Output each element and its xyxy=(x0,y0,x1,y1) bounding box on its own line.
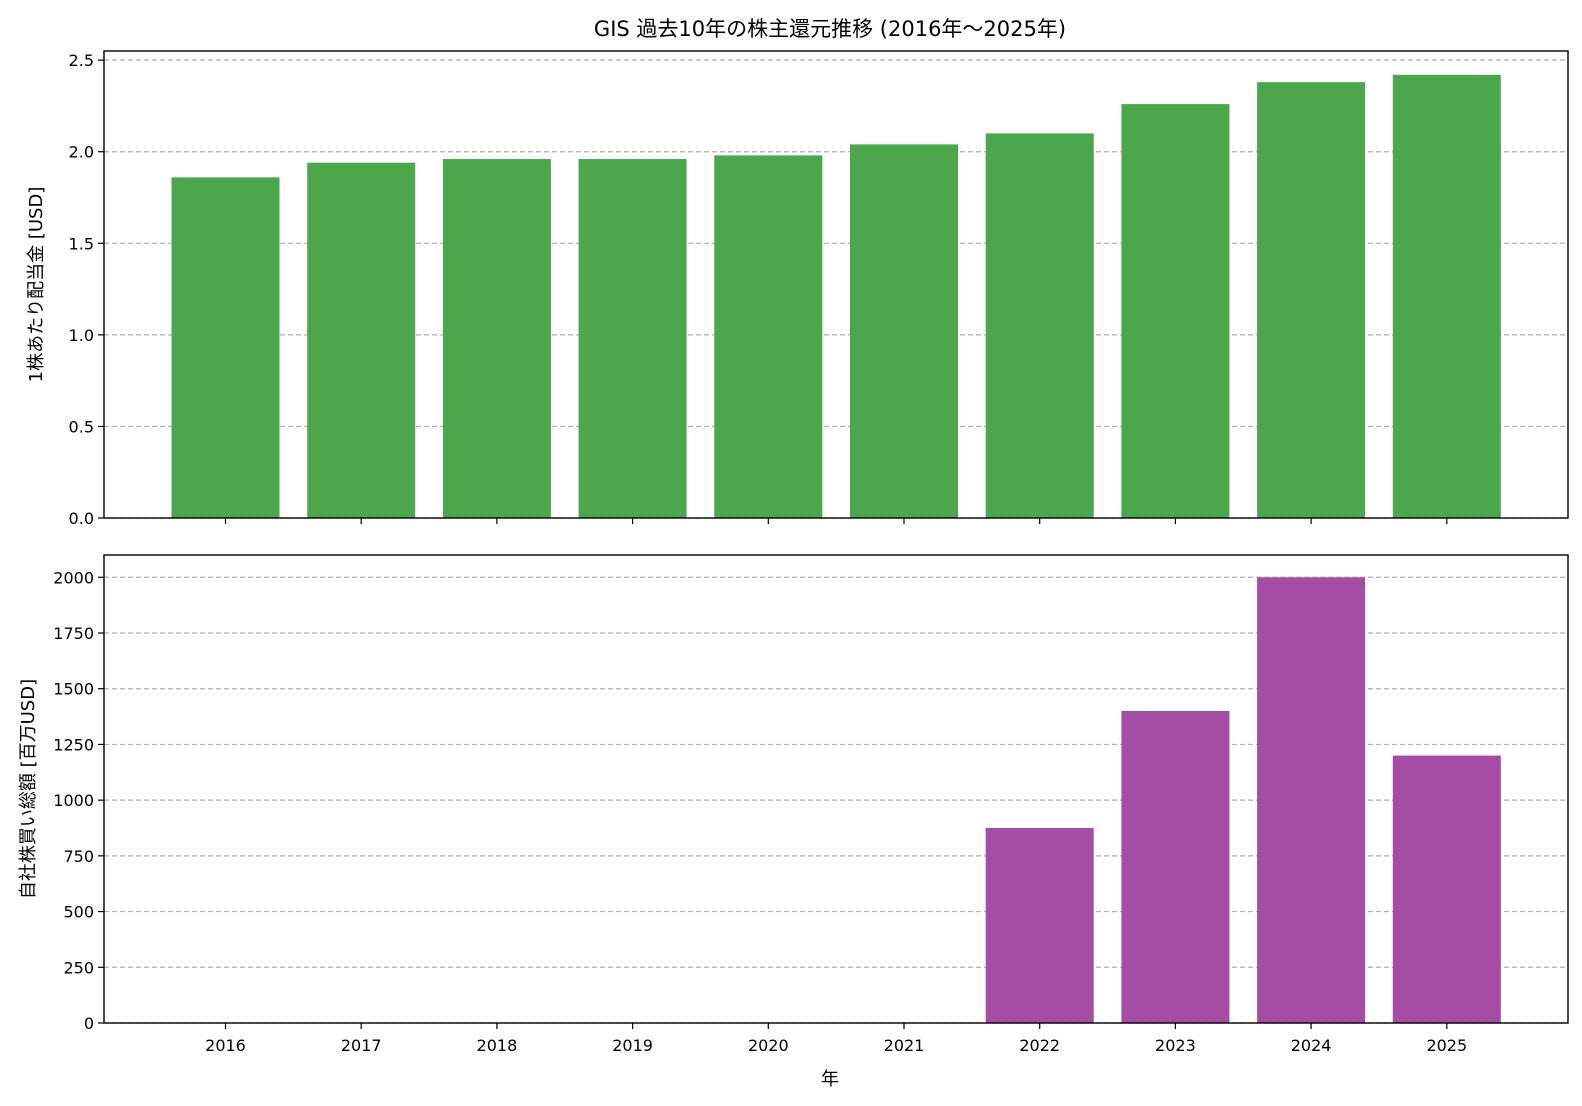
buyback-ytick-label: 2000 xyxy=(53,568,94,587)
dividend-ytick-label: 2.0 xyxy=(69,143,94,162)
xtick-label-2018: 2018 xyxy=(477,1036,518,1055)
xtick-label-2023: 2023 xyxy=(1155,1036,1196,1055)
chart-title: GIS 過去10年の株主還元推移 (2016年～2025年) xyxy=(594,17,1066,41)
buyback-ytick-label: 750 xyxy=(63,847,94,866)
xtick-label-2017: 2017 xyxy=(341,1036,382,1055)
buyback-ytick-label: 1750 xyxy=(53,624,94,643)
buyback-ytick-label: 1000 xyxy=(53,791,94,810)
dividend-bar-2017 xyxy=(307,162,416,518)
dividend-y-axis-label: 1株あたり配当金 [USD] xyxy=(26,187,47,383)
buyback-ytick-label: 250 xyxy=(63,958,94,977)
buyback-bar-2022 xyxy=(985,828,1094,1023)
xtick-label-2025: 2025 xyxy=(1426,1036,1467,1055)
buyback-bar-2023 xyxy=(1121,711,1230,1023)
dividend-bar-2019 xyxy=(578,159,687,519)
dividend-bar-2016 xyxy=(171,177,280,519)
buyback-panel: 0 250 500 750 1000 1250 1500 1750 2000 2016 2017 20… xyxy=(18,554,1569,1055)
dividend-ytick-label: 2.5 xyxy=(69,51,94,70)
dividend-bar-2021 xyxy=(850,144,958,518)
buyback-ytick-label: 1250 xyxy=(53,735,94,754)
dividend-bar-2024 xyxy=(1257,82,1366,518)
buyback-ytick-label: 1500 xyxy=(53,680,94,699)
dividend-bar-2023 xyxy=(1121,104,1230,518)
dividend-ytick-label: 0.0 xyxy=(69,509,94,528)
dividend-ytick-label: 0.5 xyxy=(69,417,94,436)
buyback-axes-frame xyxy=(103,554,1569,1024)
dividend-ytick-label: 1.5 xyxy=(69,234,94,253)
xtick-label-2019: 2019 xyxy=(612,1036,653,1055)
dividend-panel: 0.0 0.5 1.0 1.5 2.0 2.5 1株あたり配当金 [USD] xyxy=(26,50,1569,528)
xtick-label-2022: 2022 xyxy=(1019,1036,1060,1055)
xtick-label-2020: 2020 xyxy=(748,1036,789,1055)
dividend-bar-2025 xyxy=(1392,74,1501,518)
buyback-bar-2024 xyxy=(1257,577,1366,1023)
dividend-bar-2018 xyxy=(442,159,551,519)
buyback-y-axis-label: 自社株買い総額 [百万USD] xyxy=(18,679,39,899)
buyback-bar-2025 xyxy=(1392,755,1501,1023)
dividend-axes-frame xyxy=(103,50,1569,519)
buyback-ytick-label: 0 xyxy=(84,1014,94,1033)
dividend-ytick-label: 1.0 xyxy=(69,326,94,345)
x-axis-label: 年 xyxy=(821,1069,839,1090)
xtick-label-2024: 2024 xyxy=(1291,1036,1332,1055)
dividend-bar-2020 xyxy=(714,155,823,518)
xtick-label-2021: 2021 xyxy=(884,1036,925,1055)
buyback-ytick-label: 500 xyxy=(63,903,94,922)
dividend-bar-2022 xyxy=(985,133,1094,519)
xtick-label-2016: 2016 xyxy=(205,1036,246,1055)
